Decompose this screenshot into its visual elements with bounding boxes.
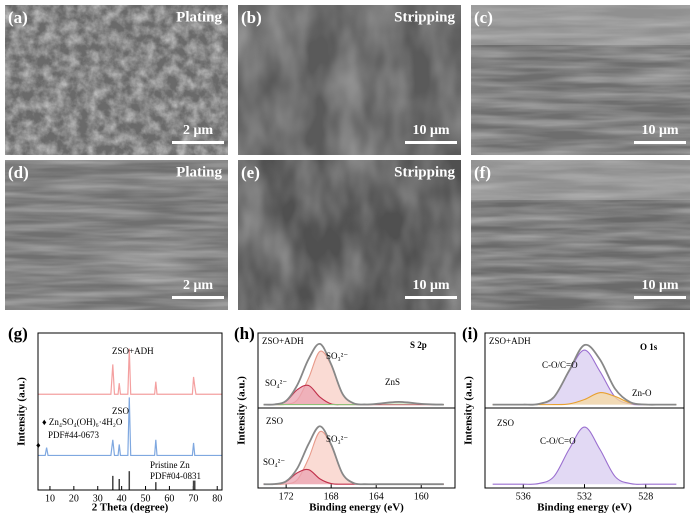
scale-label: 10 μm [412,123,449,138]
panel-label: (g) [8,324,28,343]
y-axis-label: Intensity (a.u.) [463,376,475,445]
plot-frame [484,407,685,489]
sem-texture [471,5,690,155]
annotation: ZSO+ADH [262,336,304,346]
x-tick-label: 70 [188,493,198,504]
peak-fill [263,469,444,485]
x-tick-label: 172 [279,491,294,502]
annotation: ZSO+ADH [112,346,154,356]
xrd-line [38,397,222,457]
scale-label: 2 μm [183,278,213,293]
y-axis-label: Intensity (a.u.) [16,377,28,446]
scale-label: 10 μm [641,278,678,293]
x-tick-label: 168 [324,491,339,502]
panel-label: (h) [234,324,255,343]
annotation: O 1s [640,342,658,352]
annotation: ZSO [112,406,130,416]
annotation: Pristine Zn [150,460,190,470]
xrd-line [38,348,222,395]
x-tick-label: 164 [369,491,384,502]
peak-fill [492,392,677,405]
x-tick-label: 532 [577,491,592,502]
annotation: ♦ Zn₄SO₄(OH)₆·4H₂O [42,417,123,427]
x-tick-label: 80 [212,493,222,504]
caption: Plating [176,164,222,180]
x-tick-label: 536 [516,491,531,502]
annotation: PDF#04-0831 [150,471,201,481]
sem-texture [5,5,228,155]
scale-bar [634,141,686,144]
x-tick-label: 30 [93,493,103,504]
x-tick-label: 40 [117,493,127,504]
caption: Stripping [394,9,455,25]
y-axis-label: Intensity (a.u.) [236,376,248,445]
x-tick-label: 528 [638,491,653,502]
x-tick-label: 20 [69,493,79,504]
panel-label: (d) [8,163,29,182]
envelope [263,343,444,406]
x-tick-label: 60 [164,493,174,504]
annotation: ZSO+ADH [489,336,531,346]
sem-top-edge [471,160,690,200]
sem-texture [238,5,461,155]
sem-top-edge [471,5,690,45]
annotation: SO₃²⁻ [326,434,348,444]
annotation: Zn-O [632,388,652,398]
sem-texture [238,160,461,310]
envelope [263,425,444,486]
panel-label: (f) [474,163,491,182]
envelope [492,343,677,406]
annotation: ZnS [385,377,400,387]
scale-bar [405,296,457,299]
annotation: C-O/C=O [540,436,576,446]
x-tick-label: 50 [141,493,151,504]
sem-texture [5,160,228,310]
plot-frame [37,332,223,491]
x-axis-label: Binding energy (eV) [537,502,632,514]
peak-fill [492,350,677,405]
annotation: SO₄²⁻ [265,378,287,388]
peak-fill [492,427,677,485]
panel-label: (i) [462,324,478,343]
scale-label: 2 μm [183,123,213,138]
plot-frame [257,407,456,489]
scale-bar [172,141,224,144]
scale-bar [405,141,457,144]
panel-label: (c) [474,8,493,27]
scale-bar [634,296,686,299]
annotation: ZSO [497,418,515,428]
panel-label: (a) [8,8,28,27]
caption: Stripping [394,164,455,180]
peak-fit [492,426,677,485]
annotation: ♦ [36,440,41,450]
annotation: S 2p [410,340,427,350]
x-tick-label: 160 [414,491,429,502]
annotation: SO₄²⁻ [263,457,285,467]
annotation: SO₃²⁻ [326,351,348,361]
annotation: ZSO [266,416,284,426]
x-axis-label: Binding energy (eV) [309,502,404,514]
scale-label: 10 μm [641,123,678,138]
scale-label: 10 μm [412,278,449,293]
peak-fill [263,385,444,405]
panel-label: (e) [241,163,260,182]
sem-texture [471,160,690,310]
panel-label: (b) [241,8,262,27]
annotation: PDF#44-0673 [48,430,100,440]
x-tick-label: 10 [45,493,55,504]
annotation: C-O/C=O [542,360,578,370]
x-axis-label: 2 Theta (degree) [92,502,169,514]
caption: Plating [176,9,222,25]
scale-bar [172,296,224,299]
